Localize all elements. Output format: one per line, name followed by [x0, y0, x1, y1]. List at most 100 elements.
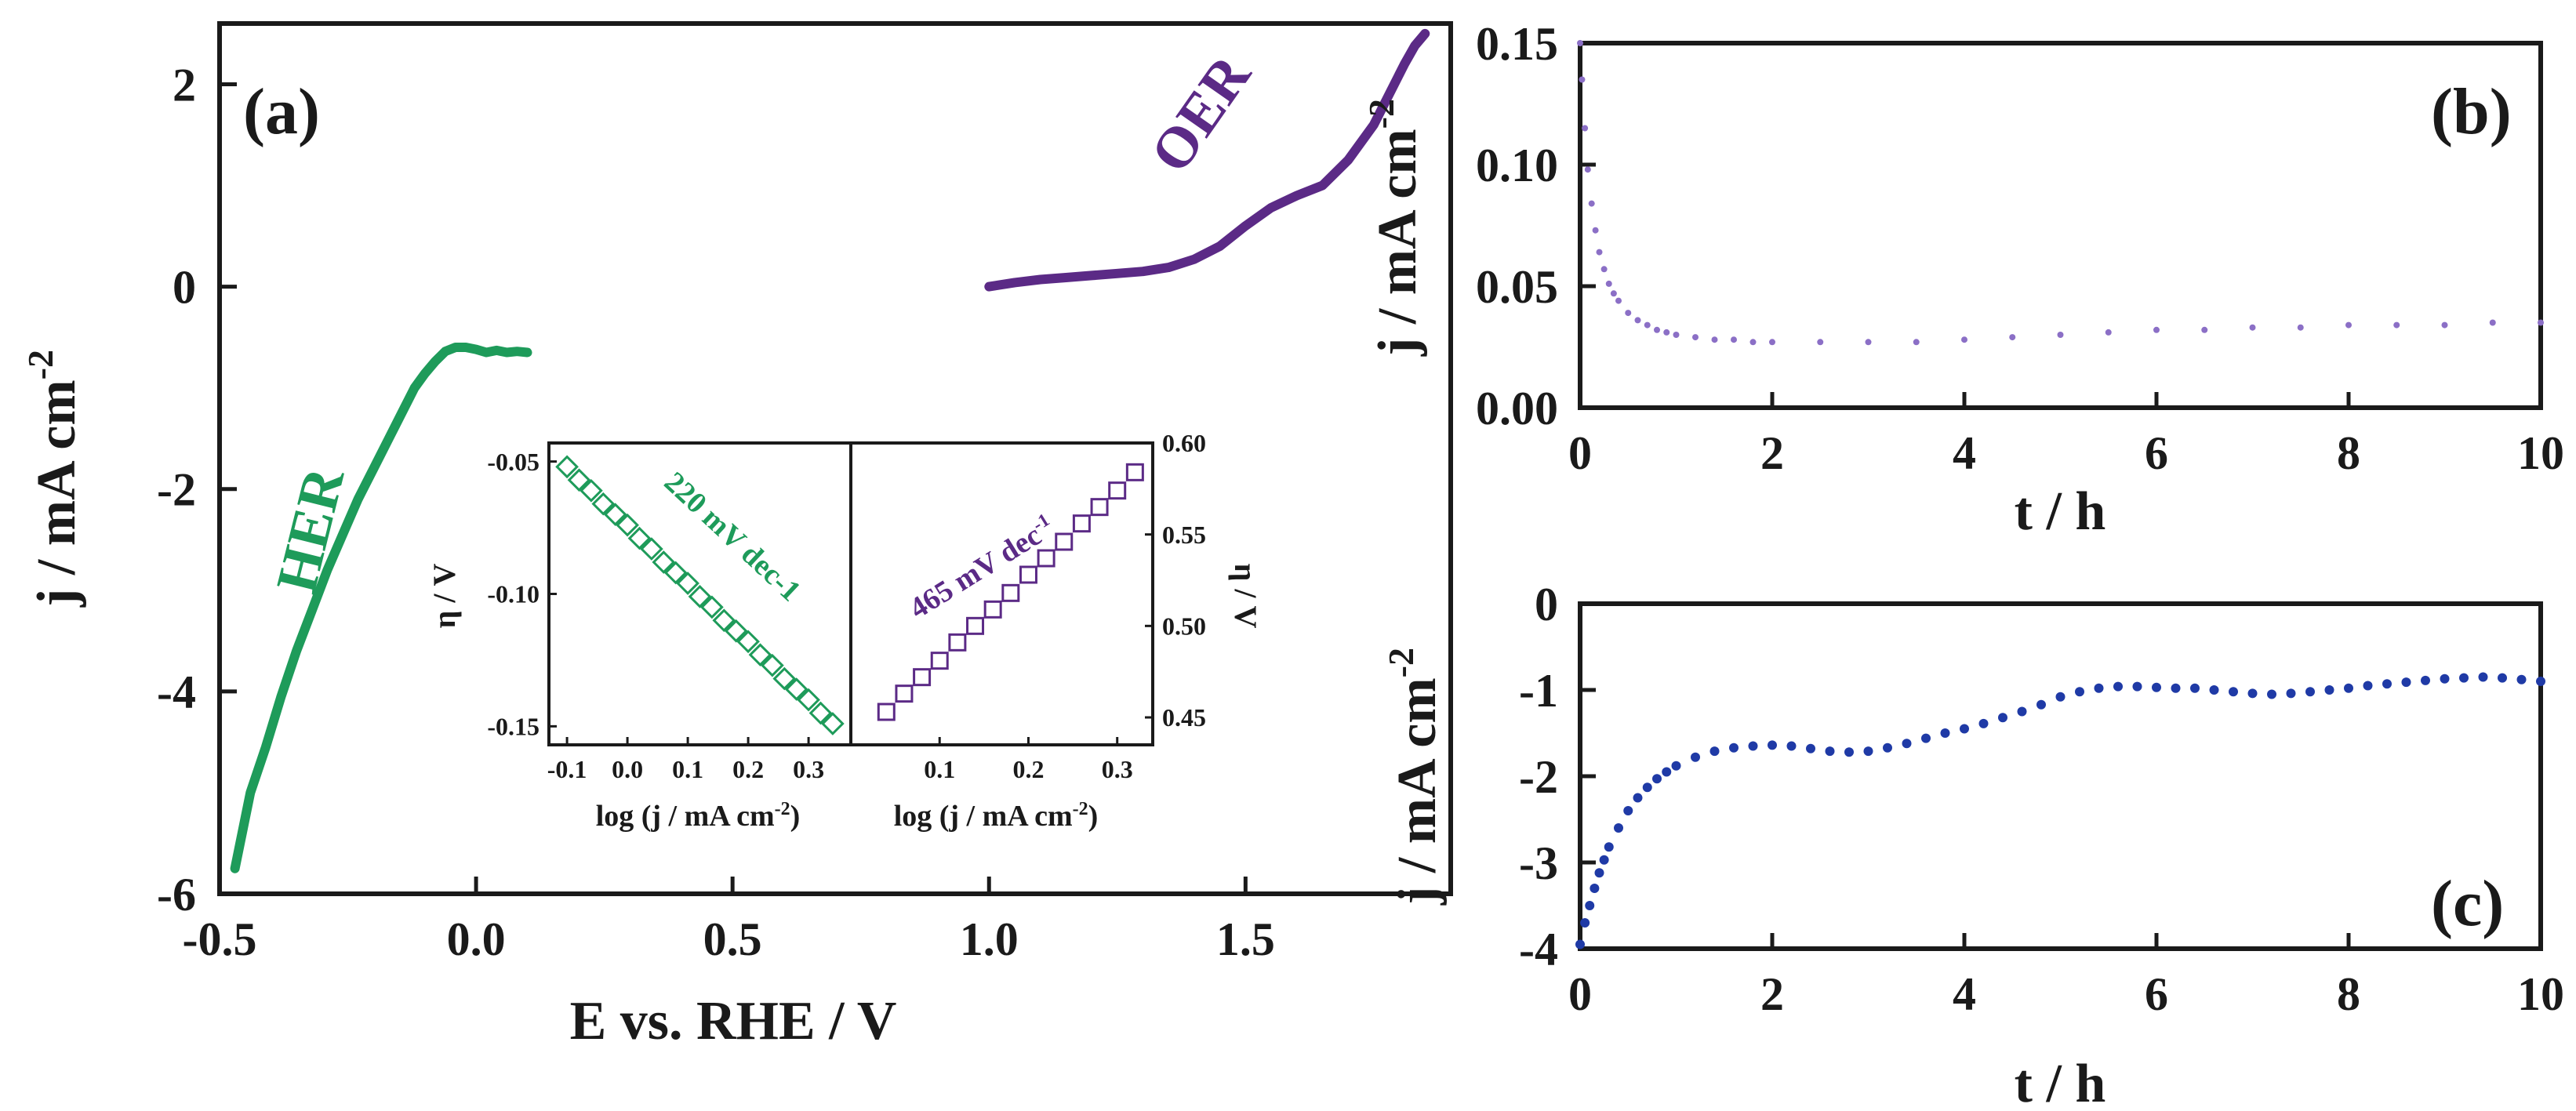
data-point: [2489, 319, 2496, 326]
x-tick-label: 0.1: [672, 755, 703, 783]
data-point: [1940, 728, 1950, 738]
data-point: [1604, 842, 1614, 852]
series-line-her: [230, 343, 532, 873]
data-point: [1108, 481, 1127, 500]
x-tick-label: 1.0: [960, 913, 1019, 965]
data-point: [1921, 733, 1931, 743]
panel-b-y-axis-label-main: j / mA cm: [1368, 129, 1428, 357]
data-point: [877, 703, 896, 721]
panel-a-label: (a): [243, 75, 320, 148]
data-point: [2209, 685, 2219, 695]
panel-b-series: [1577, 40, 2544, 346]
data-point: [2538, 319, 2544, 326]
panel-c-label: (c): [2431, 867, 2504, 940]
inset-oer-y-axis-label: η / V: [1228, 564, 1263, 629]
inset-her-x-ticks: -0.1 0.0 0.1 0.2 0.3: [547, 737, 824, 783]
x-tick-label: -0.1: [547, 755, 587, 783]
data-point: [1623, 806, 1633, 815]
data-point: [1585, 901, 1595, 910]
x-tick-label: 0.0: [612, 755, 643, 783]
panel-a-y-axis-label-main: j / mA cm: [27, 379, 87, 608]
data-point: [1825, 746, 1835, 757]
data-point: [1883, 742, 1892, 753]
data-point: [627, 526, 652, 550]
inset-her-series: [555, 455, 845, 735]
x-tick-label: 0.0: [447, 913, 506, 965]
y-tick-label: -6: [157, 869, 196, 920]
inset-oer-x-axis-label-end: ): [1088, 800, 1099, 833]
x-tick-label: 10: [2517, 427, 2564, 479]
data-point: [772, 666, 797, 691]
data-point: [966, 616, 985, 635]
data-point: [1610, 290, 1617, 297]
panel-a-series: [230, 28, 1430, 873]
data-point: [784, 677, 808, 701]
panel-c-x-axis-label: t / h: [2015, 1054, 2106, 1111]
oer-annotation: OER: [1139, 43, 1264, 184]
data-point: [2229, 687, 2238, 697]
data-point: [1579, 76, 1586, 83]
y-tick-label: 0: [1535, 579, 1558, 630]
data-point: [1806, 743, 1815, 753]
x-tick-label: 2: [1760, 968, 1784, 1020]
data-point: [1844, 747, 1854, 757]
panel-c-y-axis-label: j / mA cm-2: [1381, 648, 1448, 906]
data-point: [652, 550, 676, 574]
y-tick-label: -4: [157, 666, 196, 718]
x-tick-label: 0.3: [793, 755, 824, 783]
data-point: [2055, 692, 2066, 702]
x-tick-label: 0: [1568, 427, 1592, 479]
panel-b-y-ticks: 0.00 0.05 0.10 0.15: [1476, 18, 1596, 434]
panel-b-label: (b): [2431, 75, 2512, 148]
inset-her-x-axis-label: log (j / mA cm-2): [596, 799, 801, 833]
x-tick-label: 0.2: [732, 755, 764, 783]
panel-a-y-axis-label-sup: -2: [20, 350, 60, 379]
data-point: [2036, 699, 2046, 710]
x-tick-label: 0.2: [1012, 755, 1044, 783]
data-point: [736, 630, 760, 654]
data-point: [1615, 297, 1622, 304]
data-point: [676, 572, 699, 595]
data-point: [761, 653, 784, 677]
inset-her: -0.1 0.0 0.1 0.2 0.3 -0.05-0.10-0.15 220 mV …: [427, 441, 852, 833]
data-point: [700, 595, 724, 619]
x-tick-label: 8: [2337, 968, 2360, 1020]
inset-her-y-ticks: -0.05 -0.10 -0.15: [487, 448, 557, 741]
x-tick-label: 0.5: [703, 913, 762, 965]
inset-her-x-axis-label-main: log (j / mA cm: [596, 800, 775, 833]
data-point: [1768, 740, 1777, 750]
data-point: [2516, 674, 2527, 684]
panel-a-x-ticks: -0.5 0.0 0.5 1.0 1.5: [183, 877, 1275, 965]
data-point: [1644, 321, 1651, 329]
data-point: [2345, 321, 2352, 329]
data-point: [930, 652, 949, 670]
data-point: [616, 513, 639, 537]
panel-c-x-ticks: 0 2 4 6 8 10: [1568, 933, 2564, 1020]
data-point: [2132, 681, 2142, 692]
data-point: [1596, 249, 1603, 256]
x-tick-label: 6: [2145, 427, 2168, 479]
data-point: [2382, 679, 2392, 689]
data-point: [1671, 761, 1681, 771]
her-annotation: HER: [264, 460, 358, 599]
x-tick-label: 0.3: [1102, 755, 1133, 783]
data-point: [1863, 746, 1873, 757]
y-tick-label: 0.10: [1476, 140, 1558, 191]
data-point: [948, 633, 967, 652]
data-point: [1642, 782, 1652, 793]
y-tick-label: -0.10: [487, 580, 540, 608]
panel-c-y-axis-label-sup: -2: [1381, 648, 1421, 677]
data-point: [1749, 339, 1757, 346]
inset-oer-x-axis-label: log (j / mA cm-2): [894, 799, 1099, 833]
y-tick-label: 0.60: [1162, 429, 1206, 457]
data-point: [913, 668, 932, 687]
data-point: [748, 643, 772, 667]
data-point: [1634, 317, 1641, 324]
y-tick-label: 2: [173, 59, 196, 111]
data-point: [1600, 266, 1608, 273]
data-point: [1817, 339, 1824, 346]
data-point: [2324, 685, 2334, 695]
data-point: [1633, 793, 1643, 803]
x-tick-label: 2: [1760, 427, 1784, 479]
